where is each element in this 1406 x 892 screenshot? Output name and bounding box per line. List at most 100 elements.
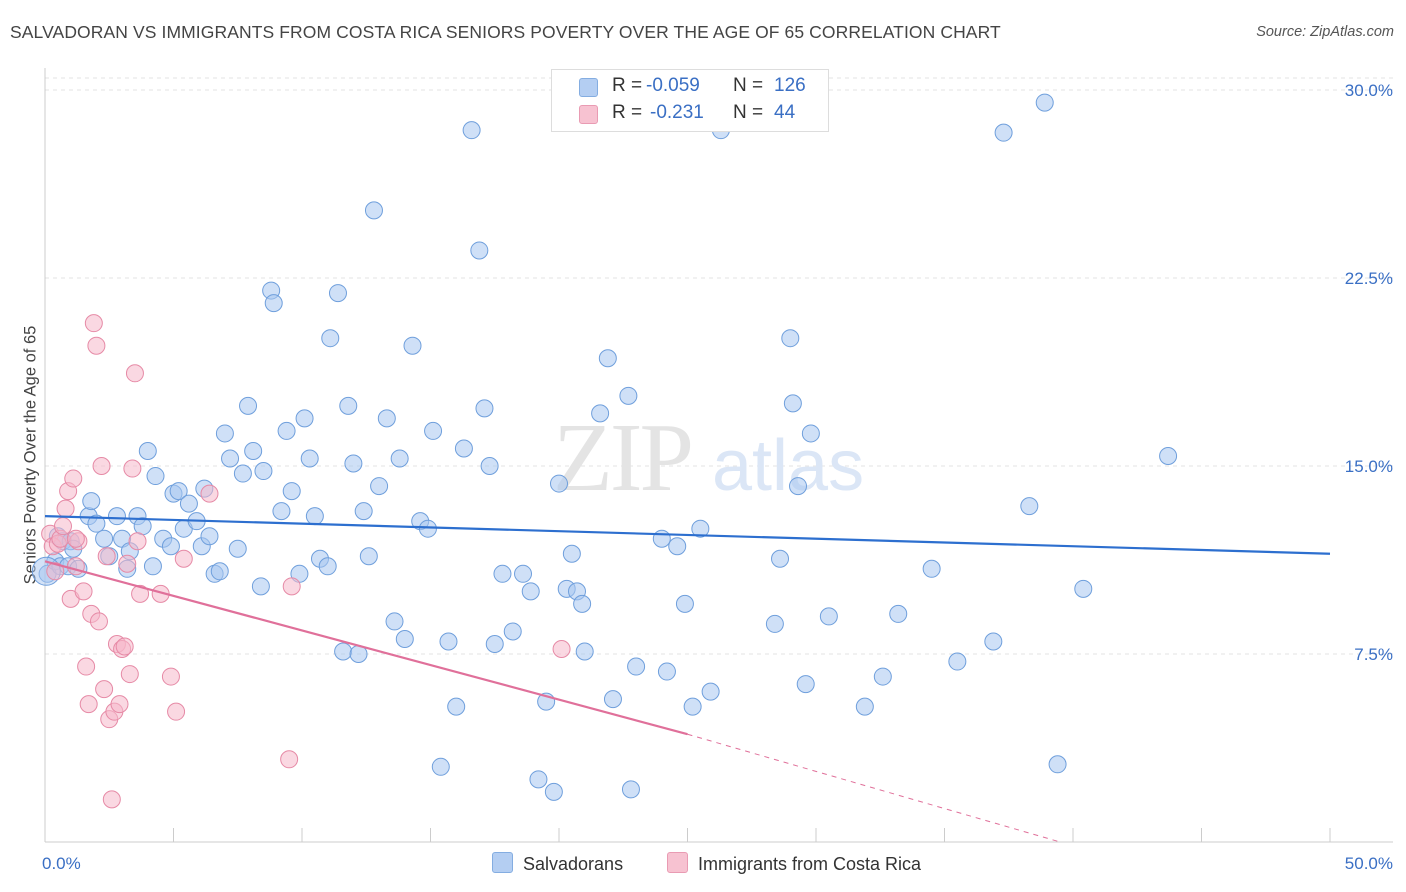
salvadoran-point	[200, 527, 219, 546]
salvadoran-point	[321, 329, 340, 348]
legend-swatch-salvadorans	[492, 852, 513, 873]
salvadoran-point	[493, 564, 512, 583]
legend-label: Immigrants from Costa Rica	[698, 854, 922, 874]
salvadoran-point	[354, 502, 373, 521]
salvadoran-point	[418, 519, 437, 538]
salvadoran-point	[424, 421, 443, 440]
stats-legend-row-immigrants: R = -0.231 N = 44	[552, 101, 828, 127]
costa-rica-point	[131, 584, 150, 603]
legend-item-immigrants-from-costa-rica[interactable]: Immigrants from Costa Rica	[667, 852, 921, 876]
salvadoran-point	[300, 449, 319, 468]
costa-rica-point	[56, 499, 75, 518]
trend-line-costa-rica-extension	[687, 733, 1061, 843]
salvadoran-point	[359, 547, 378, 566]
trend-lines	[44, 515, 1331, 843]
salvadoran-point	[328, 284, 347, 303]
watermark: ZIP atlas	[553, 404, 864, 512]
salvadoran-point	[385, 612, 404, 631]
costa-rica-point	[552, 640, 571, 658]
salvadoran-point	[244, 441, 263, 460]
watermark-atlas: atlas	[712, 426, 864, 506]
costa-rica-point	[66, 529, 85, 548]
r-value: -0.231	[650, 102, 704, 123]
trend-line-costa-rica	[44, 560, 688, 736]
costa-rica-point	[167, 702, 186, 721]
grid-lines	[45, 77, 1393, 655]
costa-rica-point	[89, 612, 108, 631]
salvadoran-point	[796, 675, 815, 694]
legend-swatch-salvadorans	[579, 78, 598, 97]
costa-rica-point	[282, 577, 301, 596]
costa-rica-point	[118, 554, 137, 573]
salvadoran-point	[922, 559, 941, 578]
series-immigrants-from-costa-rica	[41, 314, 571, 809]
salvadoran-point	[675, 594, 694, 613]
x-tick-label: 0.0%	[42, 854, 81, 873]
costa-rica-point	[280, 750, 299, 769]
salvadoran-point	[233, 464, 252, 483]
salvadoran-point	[562, 544, 581, 563]
salvadoran-point	[514, 564, 533, 583]
costa-rica-point	[123, 459, 142, 478]
salvadoran-point	[994, 123, 1013, 142]
salvadoran-point	[1020, 497, 1039, 516]
salvadoran-point	[318, 557, 337, 576]
costa-rica-point	[110, 695, 129, 714]
salvadoran-point	[107, 507, 126, 526]
r-label: R =	[612, 102, 643, 123]
salvadoran-point	[521, 582, 540, 601]
salvadoran-point	[683, 697, 702, 716]
salvadoran-point	[146, 467, 165, 486]
salvadoran-point	[765, 614, 784, 633]
salvadoran-point	[295, 409, 314, 428]
legend-swatch-immigrants	[667, 852, 688, 873]
salvadoran-point	[485, 634, 504, 653]
salvadoran-point	[591, 404, 610, 423]
salvadoran-point	[439, 632, 458, 651]
costa-rica-point	[53, 517, 72, 536]
salvadoran-point	[691, 519, 710, 538]
costa-rica-point	[120, 665, 139, 684]
salvadoran-point	[603, 690, 622, 709]
salvadoran-point	[87, 514, 106, 533]
salvadoran-point	[657, 662, 676, 681]
legend-label: Salvadorans	[523, 854, 624, 874]
salvadoran-point	[251, 577, 270, 596]
salvadoran-point	[873, 667, 892, 686]
salvadoran-point	[403, 336, 422, 355]
salvadoran-point	[377, 409, 396, 428]
y-tick-label: 30.0%	[1345, 81, 1393, 100]
salvadoran-point	[138, 441, 157, 460]
salvadoran-point	[254, 462, 273, 481]
salvadoran-point	[364, 201, 383, 220]
r-value: -0.059	[646, 75, 700, 96]
watermark-zip: ZIP	[553, 404, 691, 512]
n-label: N =	[733, 75, 764, 96]
salvadoran-point	[771, 549, 790, 568]
salvadoran-point	[277, 421, 296, 440]
n-label: N =	[733, 102, 764, 123]
salvadoran-point	[1035, 93, 1054, 112]
salvadoran-point	[82, 492, 101, 511]
trend-line-salvadorans	[44, 515, 1331, 555]
salvadoran-point	[855, 697, 874, 716]
salvadoran-point	[1048, 755, 1067, 774]
salvadoran-point	[627, 657, 646, 676]
costa-rica-point	[95, 680, 114, 699]
n-value: 44	[774, 102, 796, 123]
legend-item-salvadorans[interactable]: Salvadorans	[492, 852, 623, 876]
y-tick-label: 15.0%	[1345, 457, 1393, 476]
salvadoran-point	[801, 424, 820, 443]
salvadoran-point	[575, 642, 594, 661]
salvadoran-point	[143, 557, 162, 576]
salvadoran-point	[228, 539, 247, 558]
costa-rica-point	[102, 790, 121, 809]
salvadoran-point	[1159, 447, 1178, 465]
salvadoran-point	[210, 562, 229, 581]
salvadoran-point	[305, 507, 324, 526]
salvadoran-point	[169, 482, 188, 501]
costa-rica-point	[77, 657, 96, 676]
salvadoran-point	[264, 294, 283, 313]
tick-labels: 7.5% 15.0% 22.5% 30.0% 0.0% 50.0%	[42, 81, 1393, 873]
salvadoran-point	[948, 652, 967, 671]
